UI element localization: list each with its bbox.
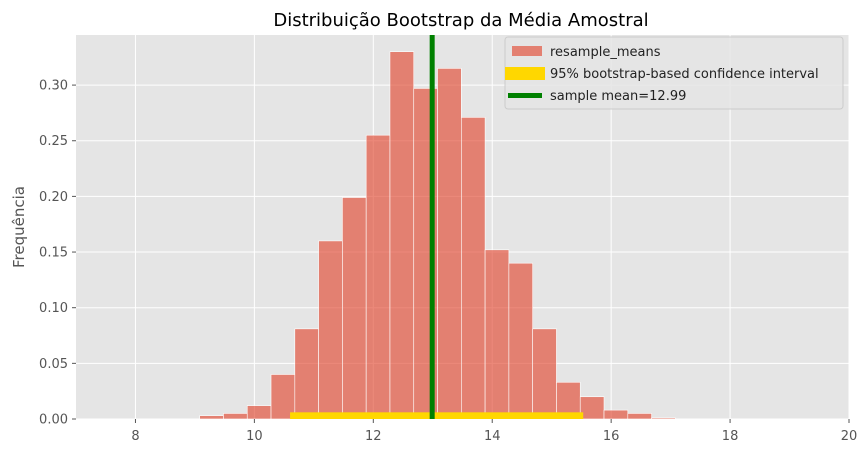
x-tick-label: 20 bbox=[841, 429, 858, 444]
y-axis-ticks: 0.00 0.05 0.10 0.15 0.20 0.25 0.30 bbox=[39, 79, 76, 428]
x-tick-label: 16 bbox=[603, 429, 620, 444]
histogram-bar bbox=[627, 413, 652, 420]
x-tick-label: 14 bbox=[484, 429, 501, 444]
histogram-bar bbox=[389, 51, 415, 420]
y-tick-label: 0.05 bbox=[39, 357, 68, 372]
histogram-bar bbox=[342, 197, 367, 420]
y-tick-label: 0.25 bbox=[39, 134, 68, 149]
histogram-bar bbox=[246, 405, 272, 420]
y-tick-label: 0.15 bbox=[39, 246, 68, 261]
x-tick-label: 18 bbox=[722, 429, 739, 444]
histogram-bar bbox=[651, 417, 676, 420]
histogram-bar bbox=[508, 262, 533, 420]
legend-label-resample-means: resample_means bbox=[550, 45, 661, 60]
legend: resample_means 95% bootstrap-based confi… bbox=[504, 36, 844, 110]
legend-label-mean: sample mean=12.99 bbox=[550, 89, 686, 104]
histogram-bar bbox=[461, 117, 486, 420]
histogram-bar bbox=[484, 249, 510, 420]
confidence-interval bbox=[290, 412, 584, 419]
x-tick-label: 8 bbox=[131, 429, 139, 444]
x-tick-label: 10 bbox=[246, 429, 263, 444]
chart-title: Distribuição Bootstrap da Média Amostral bbox=[273, 10, 648, 31]
histogram-bar bbox=[579, 396, 605, 420]
y-axis-label: Frequência bbox=[10, 186, 28, 268]
histogram-bar bbox=[365, 134, 391, 420]
histogram-bar bbox=[223, 413, 248, 420]
y-tick-label: 0.00 bbox=[39, 413, 68, 428]
y-tick-label: 0.30 bbox=[39, 79, 68, 94]
histogram-bar bbox=[603, 409, 629, 420]
legend-swatch-resample-means bbox=[512, 46, 542, 56]
legend-label-confidence-interval: 95% bootstrap-based confidence interval bbox=[550, 67, 819, 82]
histogram-bar bbox=[294, 328, 319, 420]
confidence-interval-bar bbox=[290, 412, 584, 419]
histogram-bar bbox=[532, 328, 557, 420]
legend-swatch-mean bbox=[508, 93, 542, 98]
histogram-bar bbox=[199, 415, 224, 420]
x-tick-label: 12 bbox=[365, 429, 382, 444]
y-tick-label: 0.20 bbox=[39, 190, 68, 205]
y-tick-label: 0.10 bbox=[39, 301, 68, 316]
legend-swatch-confidence-interval bbox=[505, 67, 545, 80]
histogram-bars bbox=[199, 51, 676, 420]
x-axis-ticks: 8 10 12 14 16 18 20 bbox=[131, 419, 857, 444]
histogram-bar bbox=[437, 68, 462, 420]
histogram-bar bbox=[318, 240, 343, 420]
